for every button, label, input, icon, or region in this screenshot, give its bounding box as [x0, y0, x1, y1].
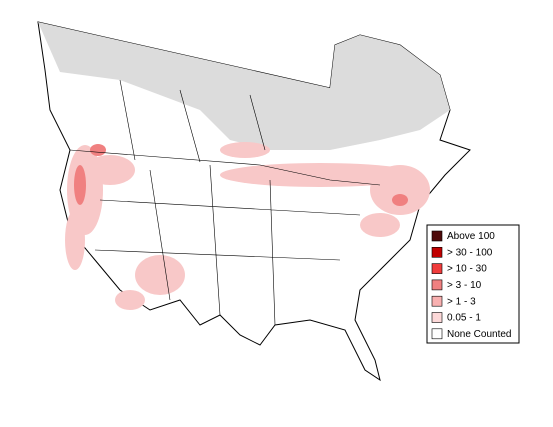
patch — [360, 213, 400, 237]
patch — [370, 165, 430, 215]
legend-box — [426, 224, 520, 344]
patch — [65, 210, 85, 270]
patch — [135, 255, 185, 295]
patch — [74, 165, 86, 205]
legend-swatch — [431, 230, 443, 242]
legend-swatch — [431, 247, 443, 258]
border-line — [94, 164, 361, 326]
patch — [90, 144, 106, 156]
no-data-region — [38, 22, 450, 150]
legend-swatch — [431, 328, 443, 340]
legend: Above 100 > 30 - 100 > 10 - 30 > 3 - 10 > 1 … — [426, 224, 520, 344]
legend-swatch — [431, 279, 443, 291]
legend-label: > 10 - 30 — [447, 264, 487, 275]
border-line — [69, 149, 381, 186]
border-line — [119, 79, 266, 163]
legend-label: 0.05 - 1 — [447, 313, 481, 324]
legend-swatch — [431, 295, 443, 307]
patch — [220, 142, 270, 158]
patch — [85, 155, 135, 185]
legend-label: Above 100 — [447, 231, 495, 242]
patch — [392, 194, 408, 206]
patch — [115, 290, 145, 310]
legend-swatch — [431, 263, 443, 274]
legend-label: > 3 - 10 — [447, 280, 482, 291]
legend-label: > 30 - 100 — [447, 247, 493, 258]
abundance-patches-dark — [74, 144, 408, 206]
legend-label: None Counted — [447, 329, 512, 340]
legend-swatch — [431, 312, 443, 323]
borders — [69, 79, 381, 326]
legend-label: > 1 - 3 — [447, 296, 476, 307]
